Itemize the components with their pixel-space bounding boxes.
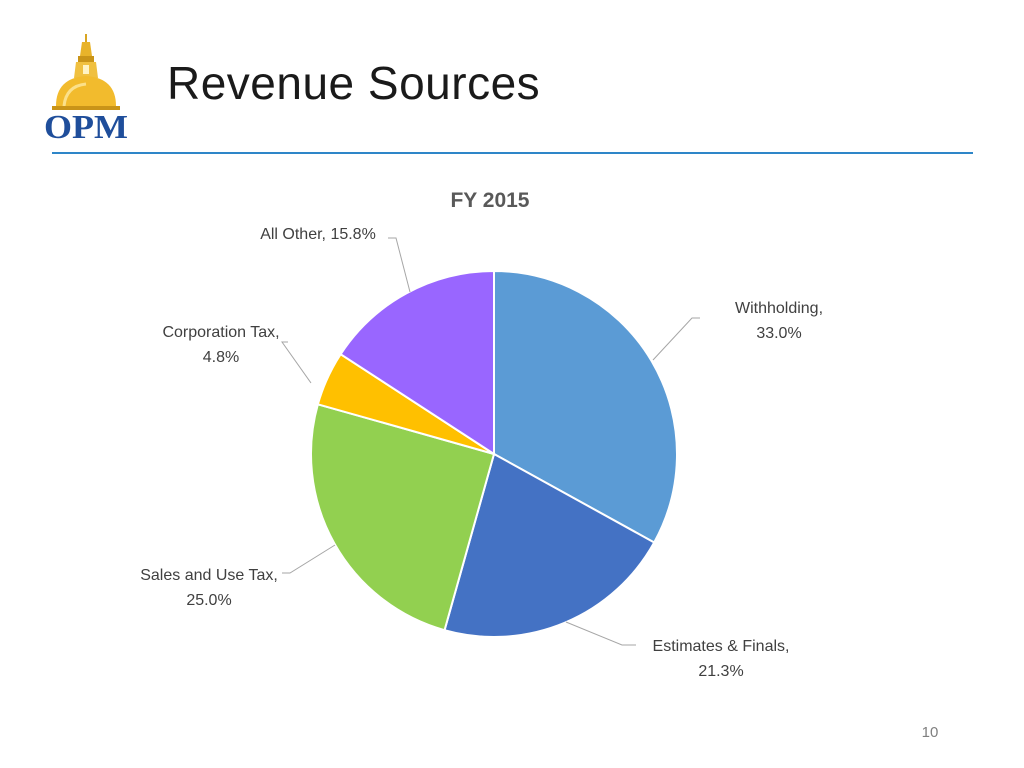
page-number: 10 (921, 724, 939, 741)
pie-slice-all-other (339, 269, 495, 456)
leader-line (388, 237, 411, 293)
data-label: Withholding, 33.0% (735, 300, 823, 342)
slide-title: Revenue Sources (167, 57, 541, 109)
data-label: Estimates & Finals, 21.3% (653, 638, 790, 680)
pie-slice-sales-and-use-tax (310, 403, 496, 632)
pie-slice-withholding (493, 269, 678, 544)
data-label: All Other, 15.8% (260, 226, 376, 243)
data-label: Corporation Tax, 4.8% (162, 324, 279, 366)
chart-title: FY 2015 (450, 189, 529, 212)
leader-line (565, 621, 636, 646)
logo-text: OPM (44, 109, 128, 142)
title-rule (52, 152, 973, 154)
leader-line (652, 317, 700, 361)
data-label: Sales and Use Tax, 25.0% (140, 567, 278, 609)
opm-logo: OPM (44, 34, 128, 142)
dome-icon (52, 34, 120, 110)
leader-line (282, 544, 336, 574)
leader-line (281, 341, 312, 384)
pie-slice-estimates-finals (443, 452, 656, 638)
